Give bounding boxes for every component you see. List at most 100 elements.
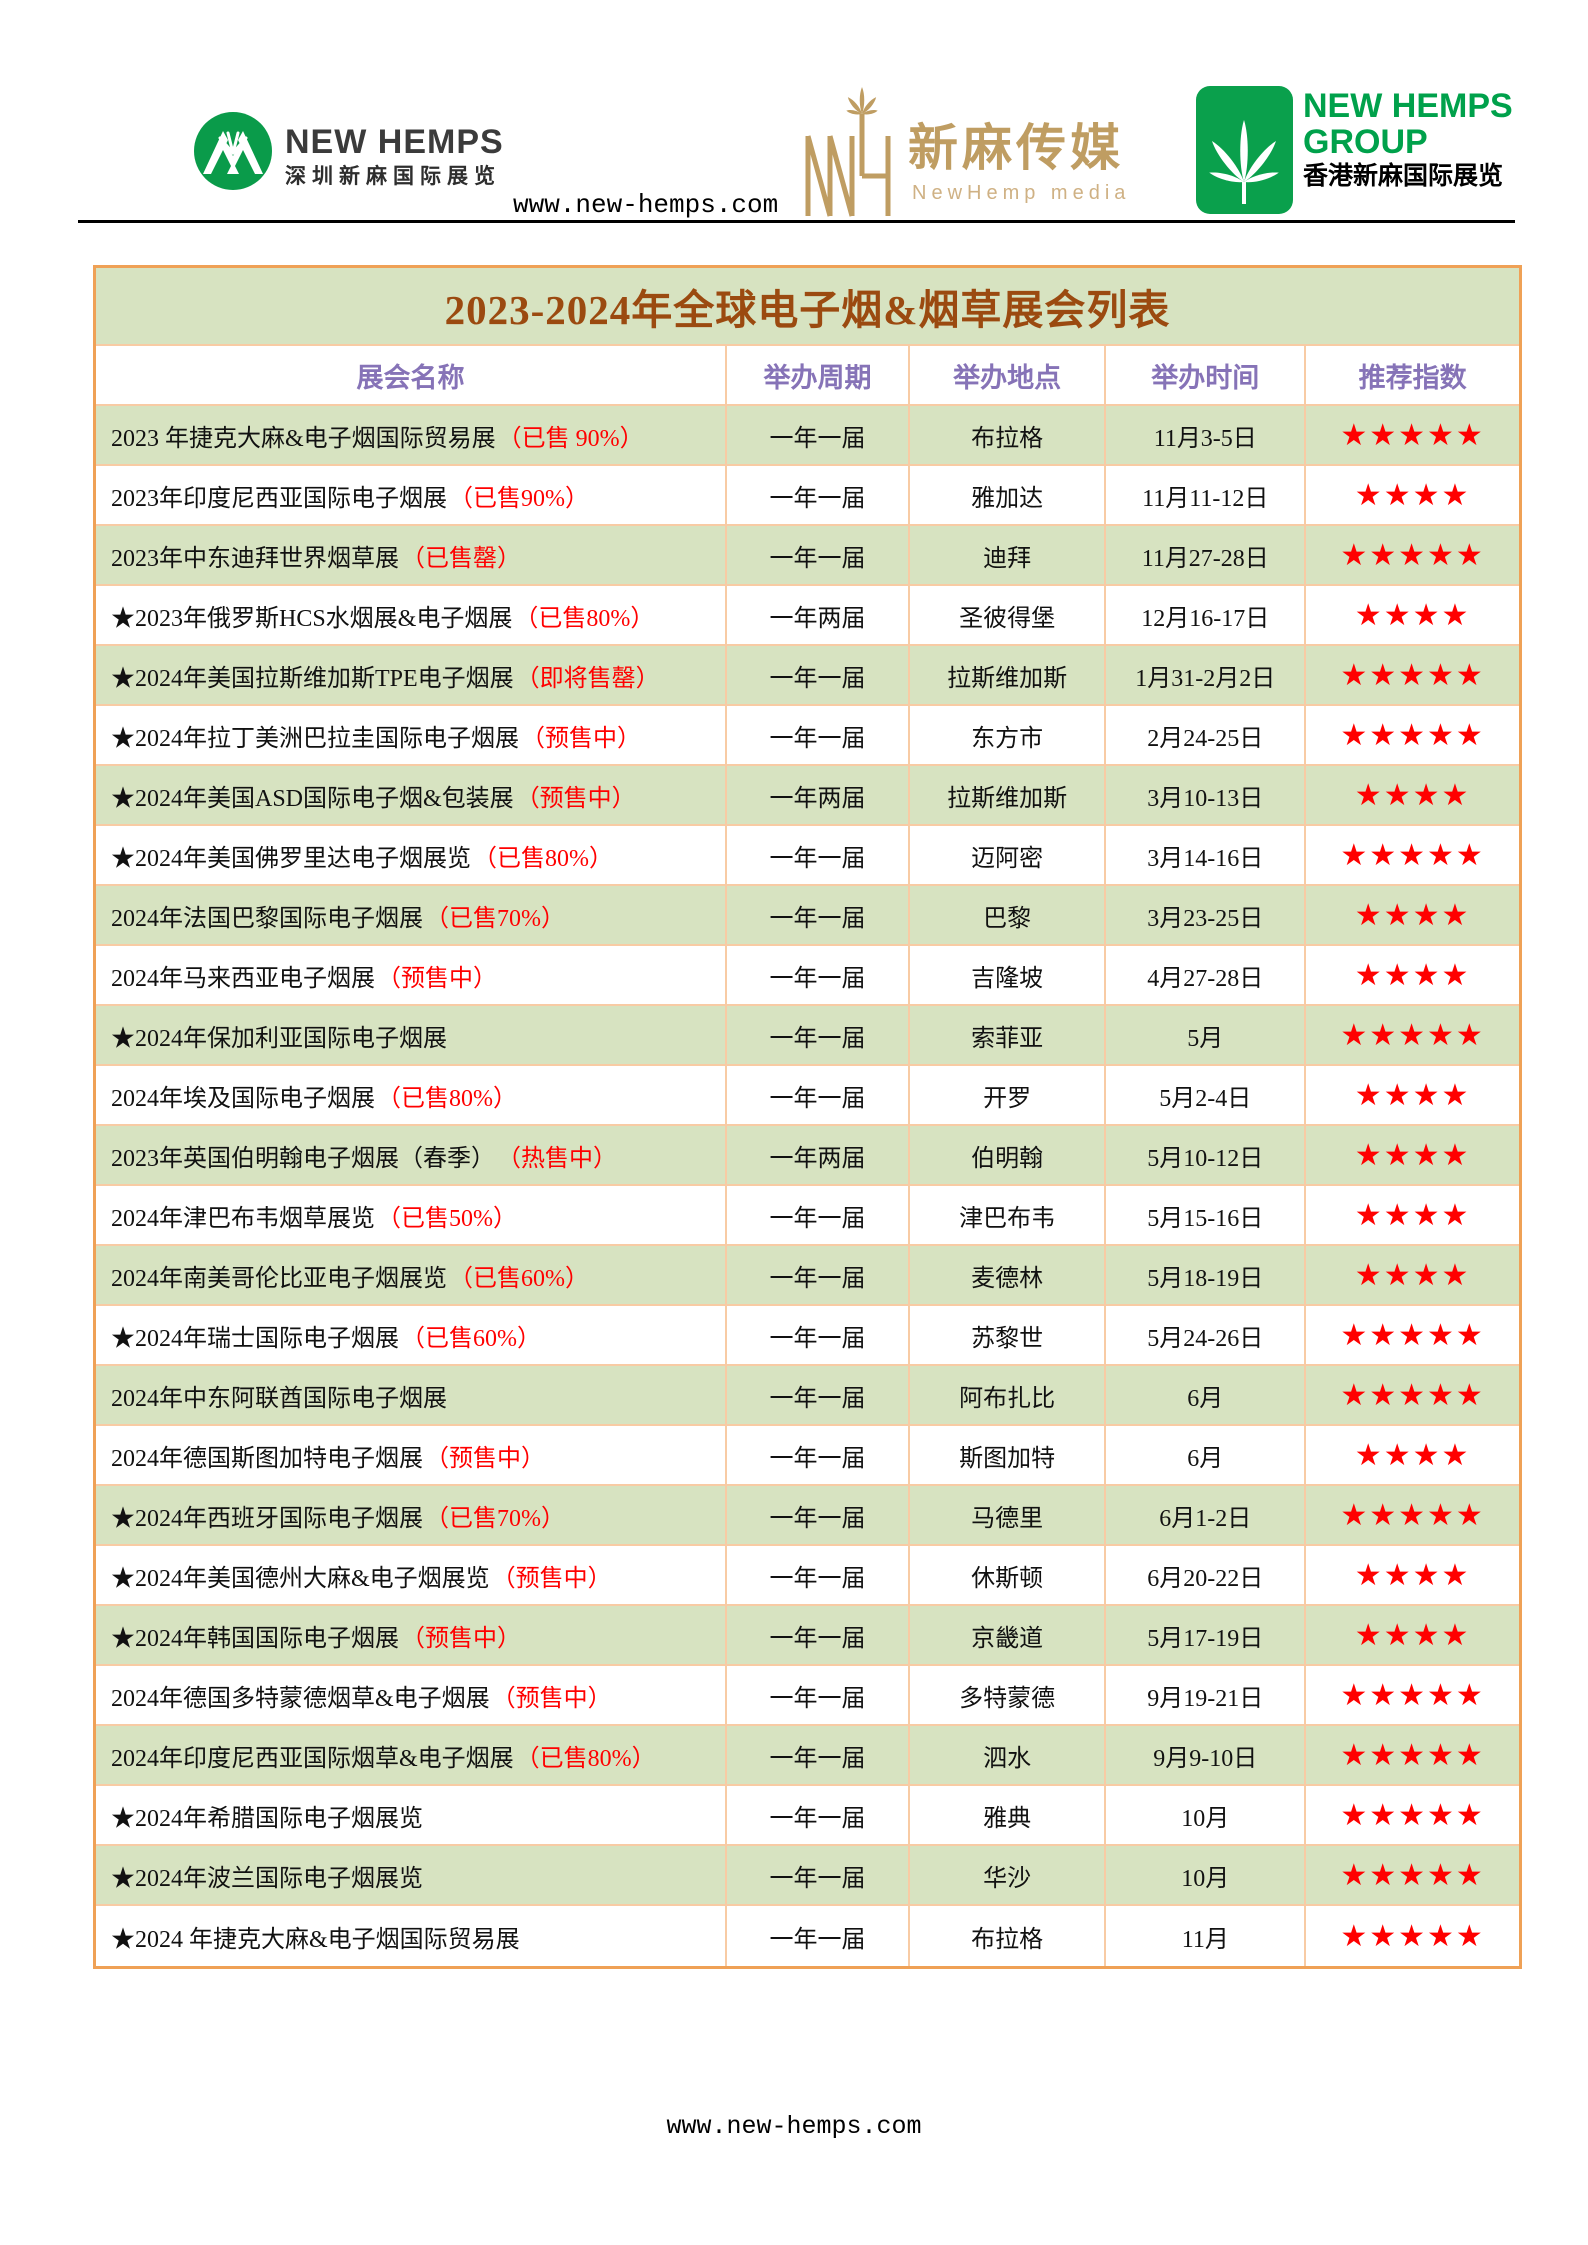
- exhibition-name: ★2024年美国佛罗里达电子烟展览: [111, 845, 471, 872]
- star-rating: ★★★★★: [1340, 1918, 1485, 1954]
- center-logo-en: NewHemp media: [912, 182, 1131, 204]
- exhibition-status: （已售60%）: [449, 1265, 589, 1292]
- exhibition-status: （即将售罄）: [515, 665, 660, 692]
- exhibition-name: 2023年中东迪拜世界烟草展: [111, 545, 399, 572]
- column-header-time: 举办时间: [1106, 346, 1307, 404]
- exhibition-status: （已售70%）: [425, 905, 565, 932]
- table-row: 2024年津巴布韦烟草展览 （已售50%） 一年一届 津巴布韦 5月15-16日…: [96, 1186, 1519, 1246]
- header-website-url: www.new-hemps.com: [513, 190, 779, 220]
- cycle-cell: 一年一届: [727, 1666, 910, 1724]
- exhibition-table: 2023-2024年全球电子烟&烟草展会列表 展会名称 举办周期 举办地点 举办…: [93, 265, 1522, 1969]
- left-logo-title: NEW HEMPS: [285, 123, 504, 161]
- star-rating: ★★★★: [1354, 1557, 1471, 1593]
- newhemps-group-logo-icon: [1196, 86, 1293, 214]
- right-logo-line2: GROUP: [1303, 123, 1428, 161]
- exhibition-status: （已售70%）: [425, 1505, 565, 1532]
- table-row: 2024年法国巴黎国际电子烟展 （已售70%） 一年一届 巴黎 3月23-25日…: [96, 886, 1519, 946]
- table-row: ★2024年美国德州大麻&电子烟展览 （预售中） 一年一届 休斯顿 6月20-2…: [96, 1546, 1519, 1606]
- star-rating: ★★★★: [1354, 1137, 1471, 1173]
- exhibition-name: 2024年南美哥伦比亚电子烟展览: [111, 1265, 447, 1292]
- time-cell: 5月: [1106, 1006, 1307, 1064]
- cycle-cell: 一年一届: [727, 1306, 910, 1364]
- location-cell: 苏黎世: [910, 1306, 1107, 1364]
- star-rating: ★★★★★: [1340, 1857, 1485, 1893]
- time-cell: 5月15-16日: [1106, 1186, 1307, 1244]
- exhibition-name: ★2024年美国德州大麻&电子烟展览: [111, 1565, 490, 1592]
- table-row: ★2024年拉丁美洲巴拉圭国际电子烟展 （预售中） 一年一届 东方市 2月24-…: [96, 706, 1519, 766]
- table-row: 2024年埃及国际电子烟展 （已售80%） 一年一届 开罗 5月2-4日 ★★★…: [96, 1066, 1519, 1126]
- table-row: ★2024年西班牙国际电子烟展 （已售70%） 一年一届 马德里 6月1-2日 …: [96, 1486, 1519, 1546]
- location-cell: 阿布扎比: [910, 1366, 1107, 1424]
- table-row: 2023年中东迪拜世界烟草展 （已售罄） 一年一届 迪拜 11月27-28日 ★…: [96, 526, 1519, 586]
- time-cell: 11月27-28日: [1106, 526, 1307, 584]
- exhibition-name: ★2024年西班牙国际电子烟展: [111, 1505, 423, 1532]
- star-rating: ★★★★: [1354, 1617, 1471, 1653]
- time-cell: 6月: [1106, 1366, 1307, 1424]
- cycle-cell: 一年一届: [727, 1246, 910, 1304]
- exhibition-status: （已售 90%）: [497, 425, 644, 452]
- cycle-cell: 一年一届: [727, 1906, 910, 1966]
- time-cell: 6月: [1106, 1426, 1307, 1484]
- table-row: ★2024年瑞士国际电子烟展 （已售60%） 一年一届 苏黎世 5月24-26日…: [96, 1306, 1519, 1366]
- time-cell: 10月: [1106, 1786, 1307, 1844]
- star-rating: ★★★★: [1354, 477, 1471, 513]
- time-cell: 5月24-26日: [1106, 1306, 1307, 1364]
- exhibition-name: ★2024年波兰国际电子烟展览: [111, 1865, 423, 1892]
- star-rating: ★★★★★: [1340, 1017, 1485, 1053]
- center-logo-cn: 新麻传媒: [908, 120, 1124, 176]
- table-row: ★2024年保加利亚国际电子烟展 一年一届 索菲亚 5月 ★★★★★: [96, 1006, 1519, 1066]
- exhibition-status: （预售中）: [425, 1445, 545, 1472]
- star-rating: ★★★★★: [1340, 1497, 1485, 1533]
- exhibition-status: （预售中）: [377, 965, 497, 992]
- cycle-cell: 一年一届: [727, 1366, 910, 1424]
- exhibition-name: ★2024年韩国国际电子烟展: [111, 1625, 399, 1652]
- footer-website-url: www.new-hemps.com: [666, 2112, 922, 2141]
- table-row: ★2024年美国佛罗里达电子烟展览 （已售80%） 一年一届 迈阿密 3月14-…: [96, 826, 1519, 886]
- time-cell: 6月20-22日: [1106, 1546, 1307, 1604]
- column-header-name: 展会名称: [96, 346, 728, 404]
- exhibition-status: （预售中）: [491, 1685, 612, 1712]
- star-rating: ★★★★: [1354, 957, 1471, 993]
- exhibition-status: （预售中）: [401, 1625, 521, 1652]
- exhibition-name: 2023 年捷克大麻&电子烟国际贸易展: [111, 425, 496, 452]
- cycle-cell: 一年两届: [727, 1126, 910, 1184]
- time-cell: 5月2-4日: [1106, 1066, 1307, 1124]
- exhibition-status: （已售罄）: [401, 545, 521, 572]
- exhibition-name: 2024年津巴布韦烟草展览: [111, 1205, 375, 1232]
- exhibition-status: （已售80%）: [514, 605, 655, 632]
- table-body: 2023 年捷克大麻&电子烟国际贸易展 （已售 90%） 一年一届 布拉格 11…: [96, 406, 1519, 1966]
- star-rating: ★★★★★: [1340, 1317, 1485, 1353]
- location-cell: 索菲亚: [910, 1006, 1107, 1064]
- exhibition-name: 2024年德国斯图加特电子烟展: [111, 1445, 423, 1472]
- table-row: 2023年英国伯明翰电子烟展（春季） （热售中） 一年两届 伯明翰 5月10-1…: [96, 1126, 1519, 1186]
- star-rating: ★★★★★: [1340, 1797, 1485, 1833]
- right-logo-line1: NEW HEMPS: [1303, 87, 1513, 125]
- time-cell: 10月: [1106, 1846, 1307, 1904]
- exhibition-status: （已售60%）: [401, 1325, 541, 1352]
- exhibition-name: ★2024年希腊国际电子烟展览: [111, 1805, 423, 1832]
- cycle-cell: 一年一届: [727, 1726, 910, 1784]
- cycle-cell: 一年一届: [727, 466, 910, 524]
- cycle-cell: 一年两届: [727, 766, 910, 824]
- time-cell: 9月19-21日: [1106, 1666, 1307, 1724]
- header-divider-line: [78, 220, 1515, 223]
- location-cell: 圣彼得堡: [910, 586, 1107, 644]
- cycle-cell: 一年一届: [727, 1006, 910, 1064]
- table-row: 2024年印度尼西亚国际烟草&电子烟展 （已售80%） 一年一届 泗水 9月9-…: [96, 1726, 1519, 1786]
- exhibition-name: ★2024年美国ASD国际电子烟&包装展: [111, 785, 514, 812]
- location-cell: 休斯顿: [910, 1546, 1107, 1604]
- star-rating: ★★★★★: [1340, 657, 1485, 693]
- cycle-cell: 一年一届: [727, 1606, 910, 1664]
- time-cell: 4月27-28日: [1106, 946, 1307, 1004]
- location-cell: 拉斯维加斯: [910, 766, 1107, 824]
- location-cell: 京畿道: [910, 1606, 1107, 1664]
- exhibition-name: 2024年中东阿联酋国际电子烟展: [111, 1385, 447, 1412]
- location-cell: 巴黎: [910, 886, 1107, 944]
- table-row: 2024年德国斯图加特电子烟展 （预售中） 一年一届 斯图加特 6月 ★★★★: [96, 1426, 1519, 1486]
- exhibition-status: （已售80%）: [377, 1085, 517, 1112]
- time-cell: 5月17-19日: [1106, 1606, 1307, 1664]
- time-cell: 11月3-5日: [1106, 406, 1307, 464]
- star-rating: ★★★★: [1354, 1197, 1471, 1233]
- location-cell: 多特蒙德: [910, 1666, 1107, 1724]
- exhibition-name: 2023年印度尼西亚国际电子烟展: [111, 485, 447, 512]
